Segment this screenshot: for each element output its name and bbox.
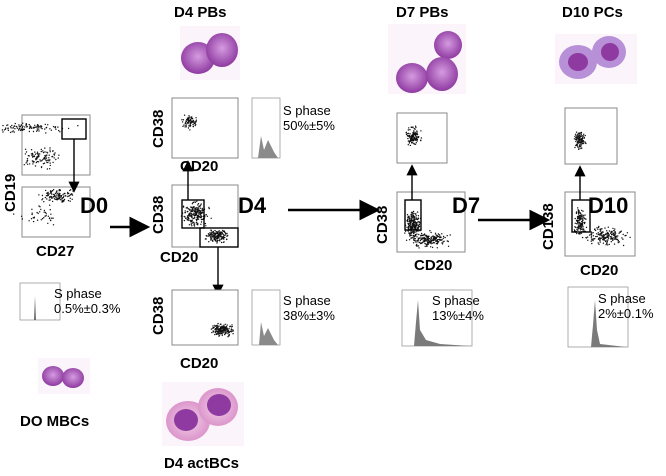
axis-cd38-d7: CD38	[374, 205, 391, 244]
header-d10-pcs: D10 PCs	[562, 4, 623, 21]
sphase-d0-label: S phase	[54, 286, 102, 301]
axis-cd19: CD19	[2, 173, 19, 212]
sphase-d0-value: 0.5%±0.3%	[54, 301, 121, 316]
d0-histogram	[19, 282, 61, 321]
d4-actbcs-cells-image	[162, 382, 244, 446]
axis-cd20-d4-middle: CD20	[160, 249, 199, 266]
d0-mbcs-cells-image	[38, 358, 90, 394]
d7-histogram	[401, 289, 473, 347]
d7-dotplot-top	[396, 112, 448, 164]
d0-dotplot-top	[1, 114, 91, 176]
sphase-d4-pb: S phase 50%±5%	[283, 103, 335, 133]
label-d4-actbcs: D4 actBCs	[164, 455, 240, 472]
sphase-d10: S phase 2%±0.1%	[598, 291, 654, 321]
d4-histogram-top	[251, 97, 281, 159]
sphase-d0: S phase 0.5%±0.3%	[54, 286, 120, 316]
sphase-d10-label: S phase	[598, 291, 646, 306]
sphase-d7: S phase 13%±4%	[432, 293, 484, 323]
sphase-d7-label: S phase	[432, 293, 480, 308]
sphase-d4-act: S phase 38%±3%	[283, 293, 335, 323]
day-label-d0: D0	[80, 193, 109, 218]
sphase-d10-value: 2%±0.1%	[598, 306, 654, 321]
day-label-d10: D10	[588, 193, 629, 218]
day-label-d7: D7	[452, 193, 481, 218]
header-d7-pbs: D7 PBs	[396, 4, 449, 21]
axis-cd20-d4-bottom: CD20	[180, 355, 219, 372]
axis-cd20-d7: CD20	[414, 257, 453, 274]
day-label-d4: D4	[238, 193, 267, 218]
axis-cd38-d4-top: CD38	[150, 109, 167, 148]
d10-pcs-cells-image	[555, 34, 637, 84]
d10-dotplot-main	[564, 191, 636, 257]
d10-dotplot-top	[564, 107, 618, 165]
axis-cd38-d4-bottom: CD38	[150, 296, 167, 335]
sphase-d4-pb-value: 50%±5%	[283, 118, 335, 133]
axis-cd138-d10: CD138	[540, 203, 557, 250]
d4-dotplot-bottom	[171, 289, 239, 346]
d4-dotplot-middle	[171, 184, 239, 248]
d7-dotplot-main	[396, 191, 466, 253]
sphase-d4-pb-label: S phase	[283, 103, 331, 118]
d7-pbs-cells-image	[388, 24, 466, 94]
sphase-d4-act-label: S phase	[283, 293, 331, 308]
d0-dotplot-bottom	[13, 186, 91, 238]
label-d0-mbcs: DO MBCs	[20, 413, 90, 430]
sphase-d7-value: 13%±4%	[432, 308, 484, 323]
d10-histogram	[567, 286, 629, 348]
axis-cd20-d4-top: CD20	[180, 158, 219, 175]
d4-histogram-bottom	[251, 289, 281, 346]
axis-cd38-d4-middle: CD38	[150, 195, 167, 234]
sphase-d4-act-value: 38%±3%	[283, 308, 335, 323]
axis-cd20-d10: CD20	[580, 262, 619, 279]
d4-dotplot-top	[171, 97, 239, 159]
d4-pbs-cells-image	[180, 26, 240, 80]
header-d4-pbs: D4 PBs	[174, 4, 227, 21]
axis-cd27: CD27	[36, 243, 75, 260]
